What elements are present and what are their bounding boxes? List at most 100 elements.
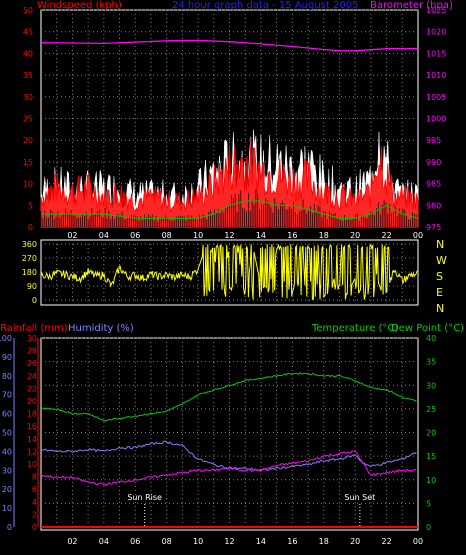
temperature-y-tick-label: 30 xyxy=(426,381,436,390)
x-tick-label: 16 xyxy=(287,537,297,546)
direction-y-tick-label: 270 xyxy=(22,254,37,263)
wind-y-tick-label: 45 xyxy=(23,28,33,37)
average-wind-line xyxy=(41,200,419,219)
direction-y-tick-label: 360 xyxy=(22,240,37,249)
rainfall-y-tick-label: 28 xyxy=(27,347,37,356)
temperature-y-tick-label: 25 xyxy=(426,405,436,414)
wind-y-tick-label: 35 xyxy=(23,71,33,80)
barometer-axis-title: Barometer (hpa) xyxy=(370,0,453,11)
humidity-y-tick-label: 90 xyxy=(2,353,12,362)
humidity-y-tick-label: 40 xyxy=(2,447,12,456)
barometer-y-tick-label: 1015 xyxy=(426,49,446,58)
temperature-line xyxy=(40,372,417,422)
wind-y-tick-label: 30 xyxy=(23,93,33,102)
wind-y-tick-label: 0 xyxy=(28,223,33,232)
humidity-y-tick-label: 70 xyxy=(2,391,12,400)
x-tick-label: 08 xyxy=(162,231,172,240)
barometer-y-tick-label: 975 xyxy=(426,223,441,232)
temp-panel-data xyxy=(40,372,418,528)
rainfall-y-tick-label: 2 xyxy=(32,510,37,519)
rainfall-y-tick-label: 20 xyxy=(27,397,37,406)
humidity-y-tick-label: 0 xyxy=(7,523,12,532)
direction-y-tick-label: 90 xyxy=(27,282,37,291)
rainfall-y-tick-label: 6 xyxy=(32,485,37,494)
x-tick-label: 22 xyxy=(381,537,391,546)
wind-y-tick-label: 5 xyxy=(28,201,33,210)
humidity-y-tick-label: 80 xyxy=(2,372,12,381)
chart-title: 24 hour graph data - 15 August 2005 xyxy=(172,0,358,11)
wind-speed-area xyxy=(40,139,419,228)
rainfall-y-tick-label: 26 xyxy=(27,359,37,368)
barometer-y-tick-label: 1005 xyxy=(426,93,446,102)
x-tick-label: 10 xyxy=(193,231,203,240)
wind-panel-axes: 0510152025303540455097598098599099510001… xyxy=(23,6,447,240)
wind-y-tick-label: 10 xyxy=(23,180,33,189)
wind-y-tick-label: 25 xyxy=(23,115,33,124)
compass-s: S xyxy=(436,270,443,283)
x-tick-label: 20 xyxy=(350,537,360,546)
direction-y-tick-label: 180 xyxy=(22,268,37,277)
x-tick-label: 00 xyxy=(413,231,423,240)
x-tick-label: 04 xyxy=(99,537,109,546)
direction-y-tick-label: 0 xyxy=(32,296,37,305)
wind-y-tick-label: 20 xyxy=(23,136,33,145)
humidity-axis-title: Humidity (%) xyxy=(68,323,134,334)
humidity-y-tick-label: 50 xyxy=(2,429,12,438)
x-tick-label: 12 xyxy=(224,231,234,240)
temp-panel-axes: 0102030405060708090100024681012141618202… xyxy=(0,334,436,546)
wind-panel-data xyxy=(40,39,419,228)
rainfall-y-tick-label: 24 xyxy=(27,372,37,381)
wind-y-tick-label: 15 xyxy=(23,158,33,167)
rainfall-y-tick-label: 10 xyxy=(27,460,37,469)
barometer-y-tick-label: 1000 xyxy=(426,115,446,124)
barometer-y-tick-label: 1010 xyxy=(426,71,446,80)
rainfall-axis-title: Rainfall (mm) xyxy=(0,323,68,334)
compass-n-bottom: N xyxy=(436,302,444,315)
rainfall-y-tick-label: 0 xyxy=(32,523,37,532)
temperature-y-tick-label: 5 xyxy=(426,499,431,508)
direction-panel-data xyxy=(40,243,419,301)
x-tick-label: 00 xyxy=(413,537,423,546)
x-tick-label: 12 xyxy=(224,537,234,546)
x-tick-label: 20 xyxy=(350,231,360,240)
rainfall-y-tick-label: 12 xyxy=(27,447,37,456)
barometer-y-tick-label: 980 xyxy=(426,201,441,210)
x-tick-label: 14 xyxy=(256,231,266,240)
compass-e: E xyxy=(436,286,443,299)
temperature-y-tick-label: 40 xyxy=(426,334,436,343)
barometer-y-tick-label: 1025 xyxy=(426,6,446,15)
x-tick-label: 10 xyxy=(193,537,203,546)
temperature-y-tick-label: 35 xyxy=(426,358,436,367)
x-tick-label: 06 xyxy=(130,537,140,546)
rainfall-y-tick-label: 14 xyxy=(27,435,37,444)
rainfall-y-tick-label: 30 xyxy=(27,334,37,343)
rainfall-y-tick-label: 4 xyxy=(32,498,37,507)
humidity-y-tick-label: 20 xyxy=(2,485,12,494)
humidity-y-tick-label: 60 xyxy=(2,410,12,419)
x-tick-label: 14 xyxy=(256,537,266,546)
wind-y-tick-label: 50 xyxy=(23,6,33,15)
humidity-y-tick-label: 30 xyxy=(2,466,12,475)
sun-set-label: Sun Set xyxy=(344,493,375,502)
compass-w: W xyxy=(436,254,447,267)
wind-direction-line xyxy=(40,243,419,301)
barometer-y-tick-label: 1020 xyxy=(426,28,446,37)
x-tick-label: 04 xyxy=(99,231,109,240)
temperature-y-tick-label: 15 xyxy=(426,452,436,461)
wind-y-tick-label: 40 xyxy=(23,49,33,58)
barometer-line xyxy=(40,39,418,52)
sun-rise-label: Sun Rise xyxy=(127,493,162,502)
rainfall-y-tick-label: 18 xyxy=(27,410,37,419)
x-tick-label: 02 xyxy=(67,537,77,546)
dewpoint-axis-title: Dew Point (°C) xyxy=(391,323,464,334)
barometer-y-tick-label: 985 xyxy=(426,180,441,189)
barometer-y-tick-label: 995 xyxy=(426,136,441,145)
temperature-y-tick-label: 0 xyxy=(426,523,431,532)
x-tick-label: 18 xyxy=(319,231,329,240)
temperature-y-tick-label: 20 xyxy=(426,429,436,438)
rainfall-y-tick-label: 22 xyxy=(27,384,37,393)
dewpoint-line xyxy=(40,450,417,486)
barometer-y-tick-label: 990 xyxy=(426,158,441,167)
